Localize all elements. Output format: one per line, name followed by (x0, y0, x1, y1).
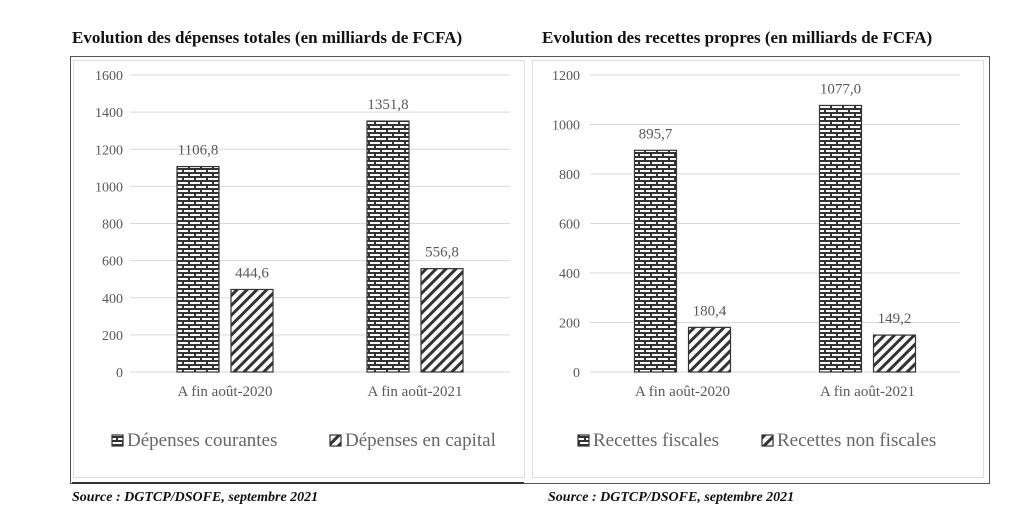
data-label: 444,6 (235, 265, 269, 281)
bar (420, 268, 464, 373)
bar (818, 104, 863, 373)
bar (633, 149, 678, 373)
y-tick-label: 1200 (95, 143, 123, 158)
legend-label: Dépenses en capital (345, 430, 496, 451)
legend-swatch (761, 434, 774, 447)
bar (230, 288, 274, 373)
bar (872, 334, 917, 373)
y-tick-label: 200 (559, 317, 580, 332)
legend-swatch (577, 434, 590, 447)
data-label: 895,7 (639, 126, 673, 142)
x-tick-label: A fin août-2020 (635, 384, 730, 400)
legend-swatch (111, 434, 124, 447)
data-label: 180,4 (693, 303, 727, 319)
y-tick-label: 1000 (95, 180, 123, 195)
y-tick-label: 400 (102, 292, 123, 307)
charts-frame (70, 56, 990, 484)
data-label: 149,2 (878, 311, 912, 327)
y-tick-label: 600 (102, 255, 123, 270)
source-note-recettes: Source : DGTCP/DSOFE, septembre 2021 (548, 490, 795, 505)
y-tick-label: 400 (559, 267, 580, 282)
chart-title-recettes: Evolution des recettes propres (en milli… (542, 28, 933, 47)
legend-label: Dépenses courantes (127, 430, 277, 451)
y-tick-label: 1400 (95, 106, 123, 121)
data-label: 1351,8 (367, 97, 408, 113)
legend-swatch (329, 434, 342, 447)
source-note-depenses: Source : DGTCP/DSOFE, septembre 2021 (72, 490, 319, 505)
bar (366, 120, 410, 373)
y-tick-label: 1200 (552, 69, 580, 84)
x-tick-label: A fin août-2021 (368, 384, 463, 400)
y-tick-label: 200 (102, 329, 123, 344)
bar (176, 165, 220, 373)
x-tick-label: A fin août-2020 (178, 384, 273, 400)
separator-line (72, 482, 524, 484)
data-label: 1077,0 (820, 81, 861, 97)
legend-label: Recettes non fiscales (777, 430, 936, 451)
y-tick-label: 1600 (95, 69, 123, 84)
y-tick-label: 0 (116, 366, 123, 381)
x-tick-label: A fin août-2021 (820, 384, 915, 400)
data-label: 1106,8 (178, 143, 219, 159)
data-label: 556,8 (425, 245, 459, 261)
y-tick-label: 600 (559, 218, 580, 233)
y-tick-label: 0 (573, 366, 580, 381)
y-tick-label: 800 (559, 168, 580, 183)
legend-label: Recettes fiscales (593, 430, 719, 451)
chart-title-depenses: Evolution des dépenses totales (en milli… (72, 28, 463, 47)
y-tick-label: 800 (102, 218, 123, 233)
y-tick-label: 1000 (552, 119, 580, 134)
panel-recettes (532, 60, 984, 478)
bar (687, 326, 732, 373)
